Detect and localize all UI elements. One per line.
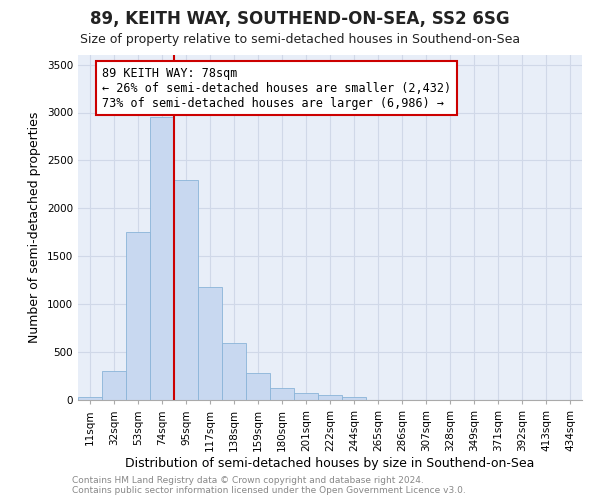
Bar [318,395,342,400]
Text: Contains HM Land Registry data © Crown copyright and database right 2024.: Contains HM Land Registry data © Crown c… [72,476,424,485]
Bar [198,288,222,400]
X-axis label: Distribution of semi-detached houses by size in Southend-on-Sea: Distribution of semi-detached houses by … [125,456,535,469]
Bar [342,397,366,400]
Bar [102,371,126,400]
Bar [246,373,270,400]
Bar [78,397,102,400]
Bar [294,393,318,400]
Text: 89 KEITH WAY: 78sqm
← 26% of semi-detached houses are smaller (2,432)
73% of sem: 89 KEITH WAY: 78sqm ← 26% of semi-detach… [102,66,451,110]
Text: Contains public sector information licensed under the Open Government Licence v3: Contains public sector information licen… [72,486,466,495]
Text: 89, KEITH WAY, SOUTHEND-ON-SEA, SS2 6SG: 89, KEITH WAY, SOUTHEND-ON-SEA, SS2 6SG [90,10,510,28]
Bar [270,388,294,400]
Bar [222,342,246,400]
Bar [174,180,198,400]
Bar [150,118,174,400]
Y-axis label: Number of semi-detached properties: Number of semi-detached properties [28,112,41,343]
Text: Size of property relative to semi-detached houses in Southend-on-Sea: Size of property relative to semi-detach… [80,32,520,46]
Bar [126,232,150,400]
